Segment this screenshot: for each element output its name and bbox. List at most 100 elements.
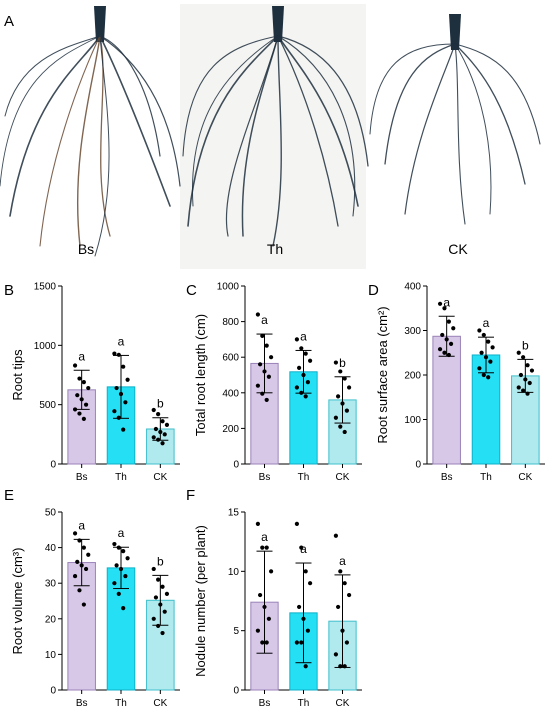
data-point bbox=[77, 538, 82, 543]
data-point bbox=[156, 412, 161, 417]
data-point bbox=[516, 350, 521, 355]
data-point bbox=[153, 426, 159, 432]
y-tick-label: 0 bbox=[233, 460, 239, 471]
data-point bbox=[258, 592, 263, 598]
y-tick-label: 600 bbox=[222, 353, 239, 364]
data-point bbox=[255, 312, 260, 317]
x-tick-label: CK bbox=[336, 698, 350, 709]
root-strand bbox=[454, 43, 466, 225]
root-strand bbox=[182, 35, 279, 157]
data-point bbox=[344, 408, 349, 413]
y-tick-label: 50 bbox=[45, 508, 57, 519]
data-point bbox=[342, 664, 347, 669]
data-point bbox=[151, 566, 156, 572]
data-point bbox=[260, 391, 265, 396]
y-tick-label: 200 bbox=[222, 424, 239, 435]
x-tick-label: Th bbox=[115, 698, 127, 709]
y-tick-label: 30 bbox=[45, 579, 57, 590]
root-strand bbox=[369, 43, 456, 135]
data-point bbox=[303, 664, 308, 669]
y-axis-label: Total root length (cm) bbox=[193, 314, 208, 436]
y-tick-label: 300 bbox=[404, 326, 421, 337]
significance-letter: a bbox=[261, 530, 268, 544]
y-tick-label: 10 bbox=[228, 567, 240, 578]
data-point bbox=[344, 640, 349, 645]
root-strand bbox=[187, 35, 279, 227]
data-point bbox=[260, 333, 265, 338]
data-point bbox=[336, 394, 341, 399]
panel-letter-a: A bbox=[4, 13, 14, 30]
data-point bbox=[116, 591, 121, 596]
y-tick-label: 1500 bbox=[34, 282, 57, 293]
data-point bbox=[342, 376, 347, 381]
data-point bbox=[294, 337, 299, 342]
significance-letter: a bbox=[78, 518, 85, 532]
data-point bbox=[525, 363, 530, 368]
y-tick-label: 1000 bbox=[217, 282, 240, 293]
data-point bbox=[303, 569, 308, 574]
data-point bbox=[81, 380, 86, 385]
data-point bbox=[303, 351, 308, 356]
root-system-th bbox=[182, 6, 369, 247]
root-photo-panel: A Bs Th CK bbox=[0, 0, 550, 275]
data-point bbox=[123, 400, 128, 405]
data-point bbox=[448, 341, 454, 346]
bar-bs bbox=[432, 335, 461, 465]
root-strand bbox=[404, 43, 456, 215]
data-point bbox=[156, 437, 161, 442]
significance-letter: a bbox=[300, 329, 307, 343]
x-tick-label: Th bbox=[480, 472, 492, 483]
data-point bbox=[264, 397, 269, 403]
data-point bbox=[255, 383, 260, 388]
data-point bbox=[121, 549, 126, 554]
data-point bbox=[333, 360, 338, 365]
root-strand bbox=[4, 35, 101, 117]
data-point bbox=[444, 337, 449, 342]
data-point bbox=[255, 521, 260, 526]
data-point bbox=[160, 630, 165, 636]
significance-letter: a bbox=[118, 526, 125, 540]
data-point bbox=[479, 350, 484, 355]
data-point bbox=[81, 545, 86, 550]
data-point bbox=[333, 533, 338, 538]
data-point bbox=[521, 388, 526, 393]
root-strand bbox=[9, 35, 101, 217]
data-point bbox=[269, 569, 274, 574]
chart-panel-c: C 0 200 400 600 800 1000 Total root length (cm)… bbox=[186, 282, 362, 483]
root-strand bbox=[384, 43, 456, 165]
x-tick-label: CK bbox=[518, 472, 532, 483]
significance-letter: b bbox=[157, 397, 164, 411]
x-tick-label: CK bbox=[336, 472, 350, 483]
panel-letter: F bbox=[186, 487, 195, 504]
data-point bbox=[164, 591, 170, 596]
data-point bbox=[338, 569, 343, 574]
data-point bbox=[116, 352, 121, 357]
data-point bbox=[72, 573, 78, 579]
data-point bbox=[333, 415, 338, 420]
x-tick-label: Bs bbox=[441, 472, 453, 483]
root-strand bbox=[454, 43, 541, 145]
chart-panel-e: E 0 10 20 30 40 50 Root volume (cm³) a Bs a Th b CK bbox=[4, 487, 180, 709]
root-strand bbox=[191, 35, 279, 207]
data-point bbox=[125, 377, 130, 382]
root-strand bbox=[39, 35, 101, 247]
data-point bbox=[125, 556, 130, 561]
data-point bbox=[164, 422, 170, 427]
root-stem bbox=[94, 6, 106, 42]
significance-letter: a bbox=[78, 349, 85, 363]
data-point bbox=[79, 397, 84, 402]
root-stem bbox=[449, 14, 461, 50]
data-point bbox=[118, 391, 124, 397]
x-tick-label: Bs bbox=[76, 472, 88, 483]
root-strand bbox=[454, 43, 492, 215]
data-point bbox=[114, 563, 119, 568]
root-strand bbox=[99, 35, 171, 207]
data-point bbox=[486, 339, 491, 344]
root-strand bbox=[277, 35, 369, 167]
data-point bbox=[77, 411, 82, 416]
y-tick-label: 20 bbox=[45, 614, 57, 625]
data-point bbox=[269, 355, 274, 360]
panel-letter: D bbox=[368, 282, 379, 299]
x-tick-label: Bs bbox=[76, 698, 88, 709]
